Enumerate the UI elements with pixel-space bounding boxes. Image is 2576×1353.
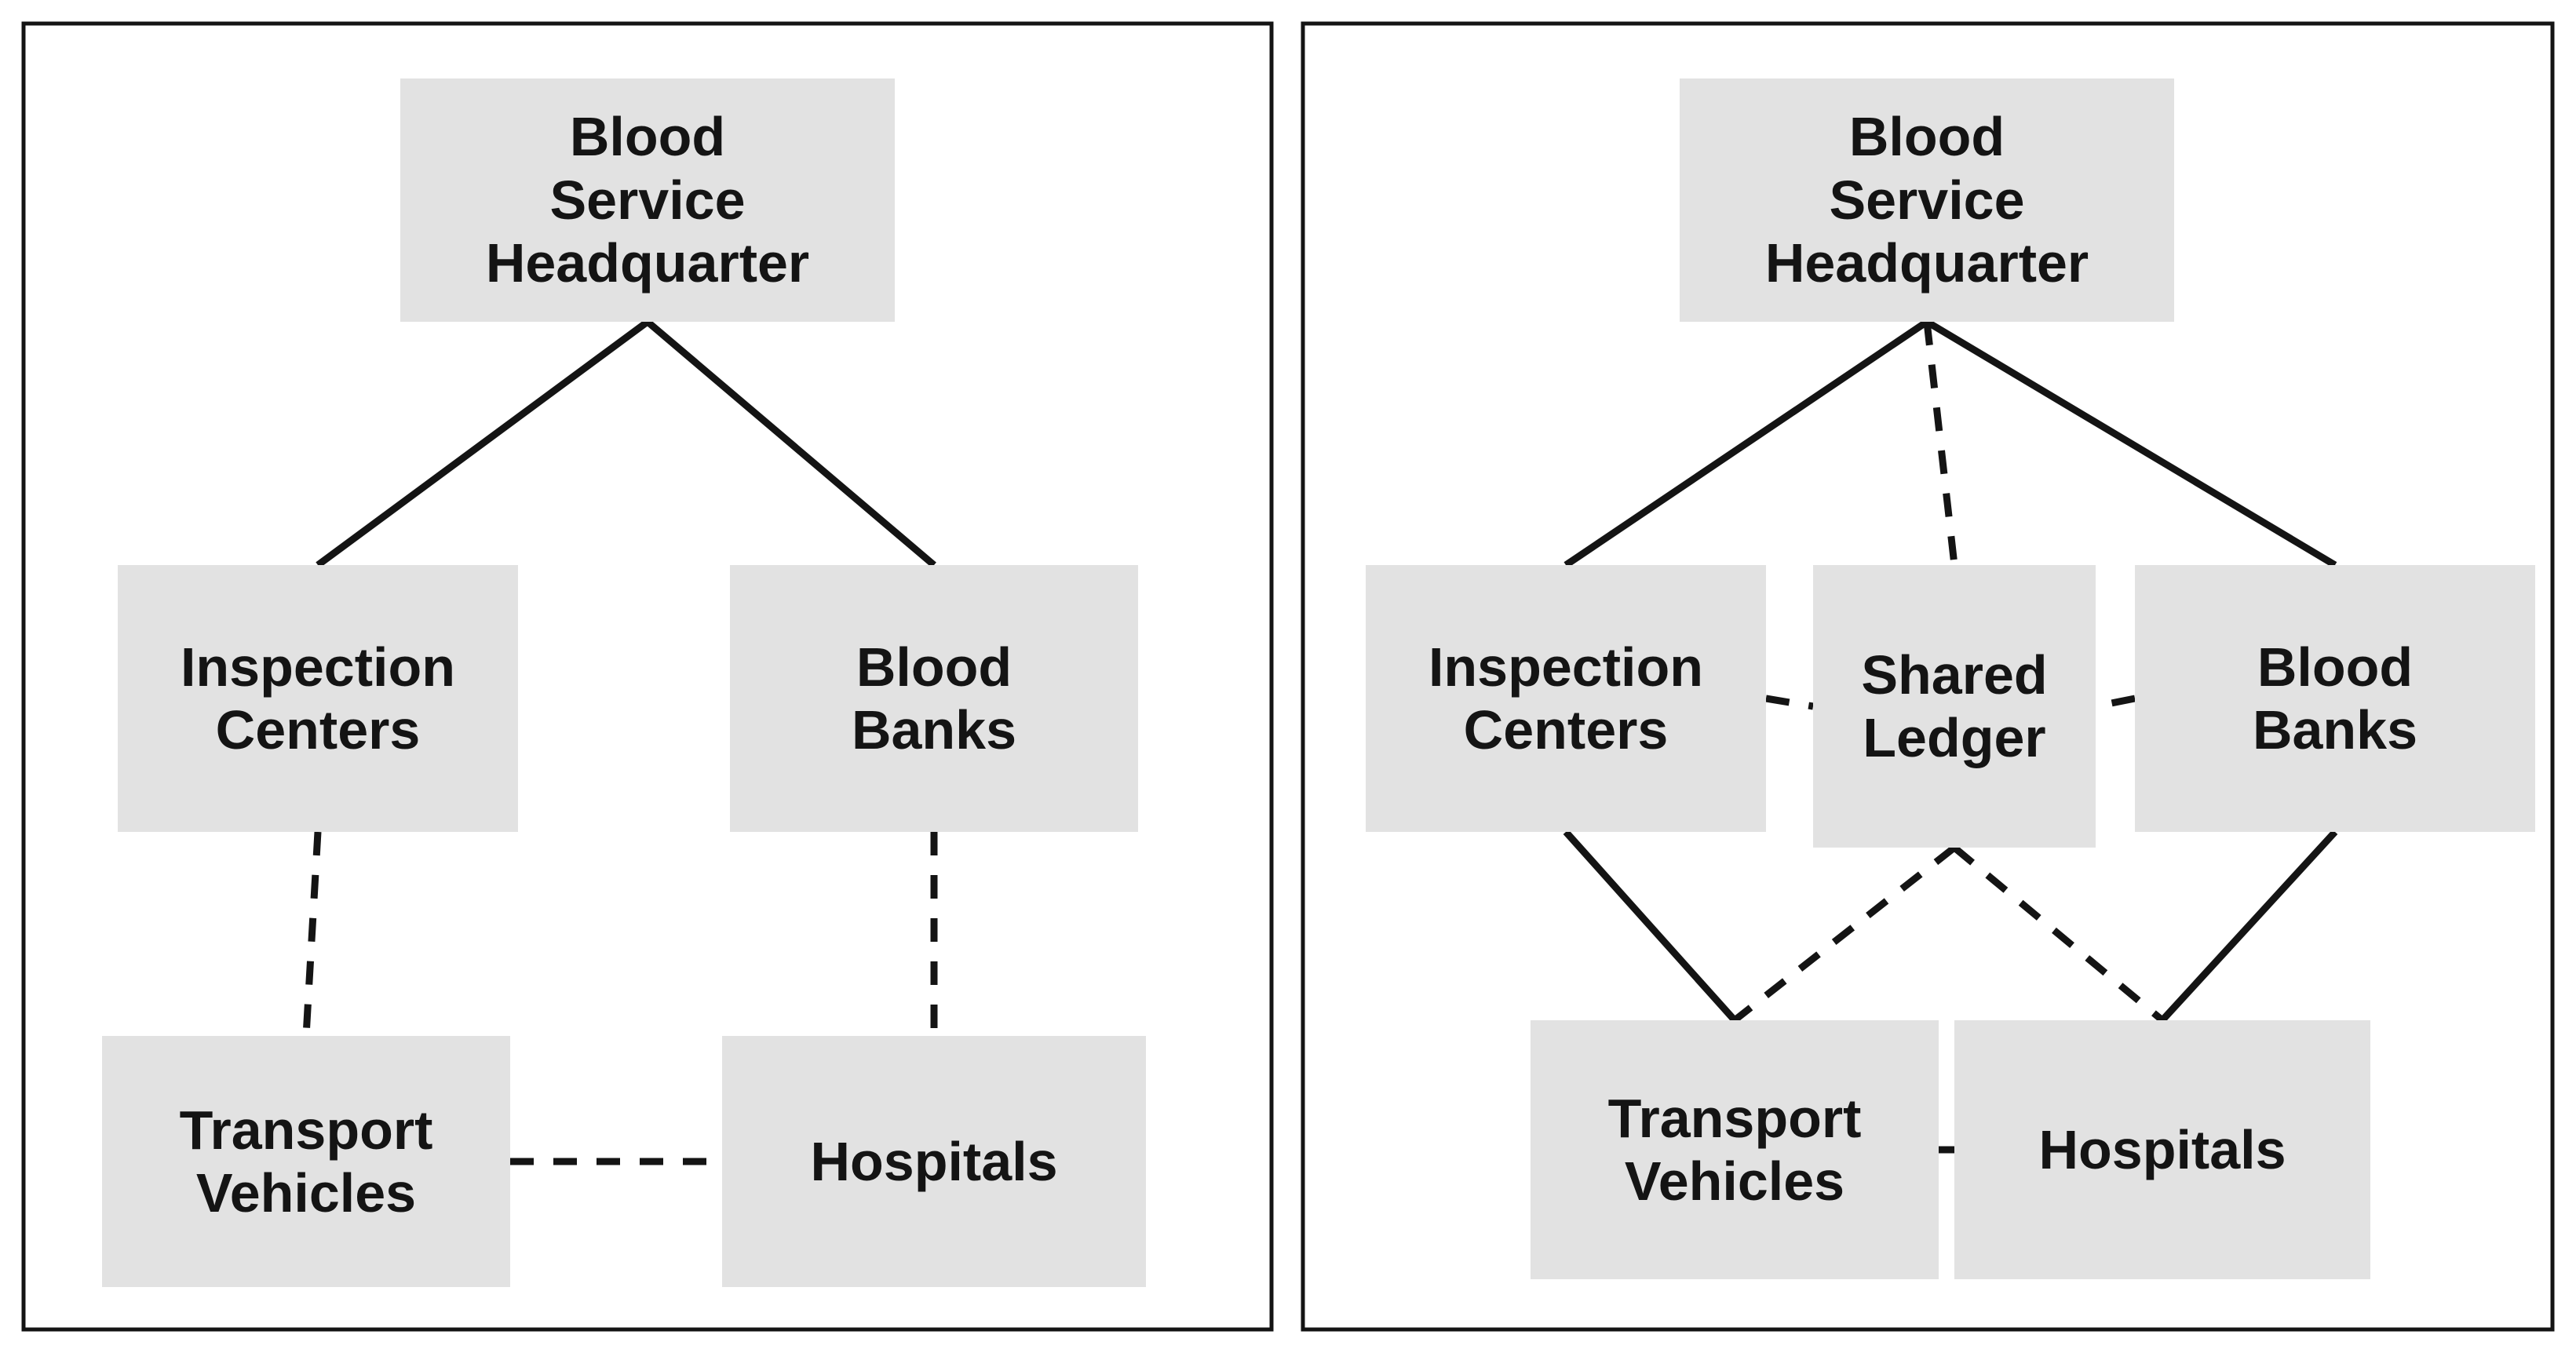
node-right-ledger: Shared Ledger: [1813, 565, 2096, 848]
diagram-canvas: Blood Service Headquarter Inspection Cen…: [0, 0, 2576, 1353]
node-right-hq: Blood Service Headquarter: [1680, 78, 2174, 322]
edge-r_hq-r_inspect: [1566, 322, 1927, 565]
edge-r_ledger-r_hospitals: [1954, 848, 2162, 1020]
node-label: Shared Ledger: [1861, 644, 2047, 770]
node-label: Transport Vehicles: [1608, 1087, 1862, 1213]
node-left-inspection: Inspection Centers: [118, 565, 518, 832]
node-label: Hospitals: [810, 1130, 1057, 1194]
node-label: Blood Banks: [852, 636, 1016, 762]
edge-r_hq-r_banks: [1927, 322, 2335, 565]
edge-l_hq-l_inspect: [318, 322, 648, 565]
node-right-transport: Transport Vehicles: [1531, 1020, 1939, 1279]
edge-r_inspect-r_ledger: [1766, 698, 1813, 706]
edge-r_ledger-r_transport: [1735, 848, 1954, 1020]
node-label: Blood Banks: [2253, 636, 2417, 762]
node-right-banks: Blood Banks: [2135, 565, 2535, 832]
node-label: Blood Service Headquarter: [486, 105, 809, 295]
edge-l_hq-l_banks: [648, 322, 934, 565]
node-left-transport: Transport Vehicles: [102, 1036, 510, 1287]
node-label: Blood Service Headquarter: [1765, 105, 2089, 295]
node-right-hospitals: Hospitals: [1954, 1020, 2370, 1279]
node-left-hq: Blood Service Headquarter: [400, 78, 895, 322]
node-right-inspection: Inspection Centers: [1366, 565, 1766, 832]
node-label: Hospitals: [2038, 1118, 2286, 1182]
node-label: Inspection Centers: [181, 636, 455, 762]
node-left-banks: Blood Banks: [730, 565, 1138, 832]
node-label: Inspection Centers: [1428, 636, 1703, 762]
edge-r_inspect-r_transport: [1566, 832, 1735, 1020]
edge-r_banks-r_hospitals: [2162, 832, 2335, 1020]
edge-r_hq-r_ledger: [1927, 322, 1954, 565]
edge-r_banks-r_ledger: [2096, 698, 2135, 706]
node-label: Transport Vehicles: [180, 1099, 433, 1225]
node-left-hospitals: Hospitals: [722, 1036, 1146, 1287]
edge-l_inspect-l_transport: [306, 832, 318, 1036]
